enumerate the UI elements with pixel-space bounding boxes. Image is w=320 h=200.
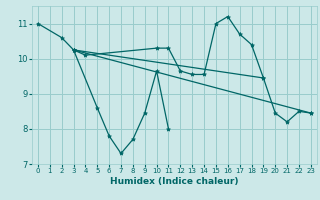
X-axis label: Humidex (Indice chaleur): Humidex (Indice chaleur) (110, 177, 239, 186)
